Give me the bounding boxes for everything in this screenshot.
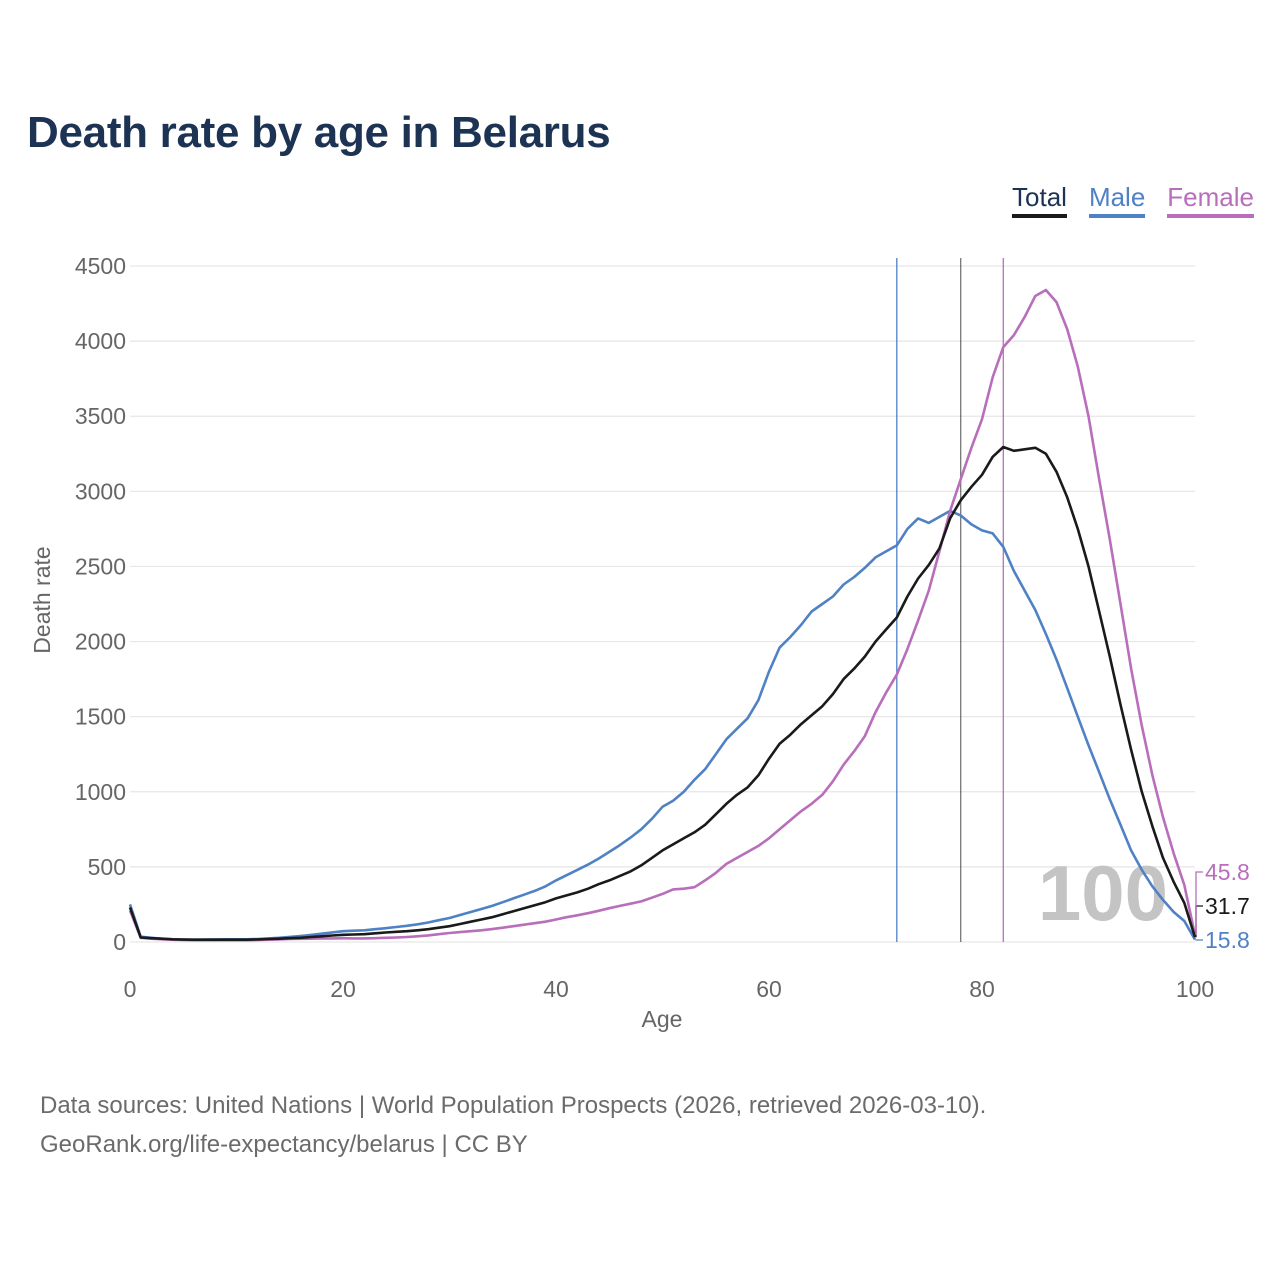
legend: Total Male Female [1012,182,1254,218]
x-tick-label: 20 [330,976,356,1002]
x-tick-label: 80 [969,976,995,1002]
end-label-total: 31.7 [1205,893,1250,919]
y-axis-title: Death rate [29,546,55,653]
y-tick-label: 1500 [75,704,126,730]
x-tick-label: 60 [756,976,782,1002]
gridlines [130,265,1195,943]
axis-ticks: 0 500 1000 1500 2000 2500 3000 3500 4000 4500 0 20 4… [75,253,1214,1002]
x-tick-label: 100 [1176,976,1214,1002]
end-label-connector-female [1195,871,1203,936]
y-tick-label: 0 [113,929,126,955]
end-label-male: 15.8 [1205,927,1250,953]
y-tick-label: 4000 [75,328,126,354]
y-tick-label: 500 [88,854,126,880]
end-label-connector-total [1195,905,1203,938]
legend-item-female[interactable]: Female [1167,182,1254,218]
series-lines [128,288,1197,942]
death-rate-chart: 0 500 1000 1500 2000 2500 3000 3500 4000 4500 0 20 4… [29,253,1250,1032]
reference-lines [896,258,1004,942]
legend-item-total[interactable]: Total [1012,182,1067,218]
series-line-total[interactable] [128,445,1197,941]
source-line-2[interactable]: GeoRank.org/life-expectancy/belarus | CC… [40,1131,528,1158]
series-line-female[interactable] [128,288,1197,942]
series-line-male[interactable] [128,509,1197,941]
source-line-1: Data sources: United Nations | World Pop… [40,1092,987,1119]
y-tick-label: 3000 [75,478,126,504]
data-source: Data sources: United Nations | World Pop… [40,1086,986,1164]
x-tick-label: 0 [124,976,137,1002]
chart-title: Death rate by age in Belarus [27,108,611,157]
end-labels: 31.7 15.8 45.8 [1195,859,1250,953]
y-tick-label: 2500 [75,553,126,579]
legend-item-male[interactable]: Male [1088,182,1146,218]
y-tick-label: 2000 [75,629,126,655]
y-tick-label: 1000 [75,779,126,805]
x-tick-label: 40 [543,976,569,1002]
y-tick-label: 3500 [75,403,126,429]
end-label-female: 45.8 [1205,859,1250,885]
watermark-age: 100 [1038,849,1168,937]
x-axis-title: Age [642,1006,683,1032]
y-tick-label: 4500 [75,253,126,279]
